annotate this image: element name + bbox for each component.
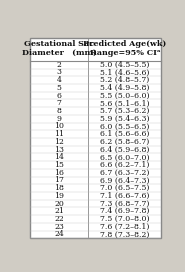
Text: 6.6 (6.2–7.1): 6.6 (6.2–7.1) xyxy=(100,161,150,169)
Text: 19: 19 xyxy=(54,192,64,200)
Text: 20: 20 xyxy=(54,200,64,208)
Text: 5.6 (5.1–6.1): 5.6 (5.1–6.1) xyxy=(100,99,150,107)
Text: 7.3 (6.8–7.7): 7.3 (6.8–7.7) xyxy=(100,200,150,208)
Text: 6.7 (6.3–7.2): 6.7 (6.3–7.2) xyxy=(100,169,150,177)
Text: 7.4 (6.9–7.8): 7.4 (6.9–7.8) xyxy=(100,207,150,215)
Text: 8: 8 xyxy=(57,107,61,115)
Text: 12: 12 xyxy=(54,138,64,146)
Text: 16: 16 xyxy=(54,169,64,177)
Text: 14: 14 xyxy=(54,153,64,161)
Text: 9: 9 xyxy=(56,115,61,123)
Text: 7.5 (7.0–8.0): 7.5 (7.0–8.0) xyxy=(100,215,150,223)
Text: 23: 23 xyxy=(54,223,64,231)
Text: 7.1 (6.6–7.6): 7.1 (6.6–7.6) xyxy=(100,192,150,200)
Text: 6.1 (5.6–6.6): 6.1 (5.6–6.6) xyxy=(100,130,150,138)
Text: 4: 4 xyxy=(57,76,61,84)
Text: 5.1 (4.6–5.6): 5.1 (4.6–5.6) xyxy=(100,69,150,76)
Text: 5.2 (4.8–5.7): 5.2 (4.8–5.7) xyxy=(100,76,149,84)
Text: 6.2 (5.8–6.7): 6.2 (5.8–6.7) xyxy=(100,138,149,146)
Text: 15: 15 xyxy=(54,161,64,169)
Text: 6.5 (6.0–7.0): 6.5 (6.0–7.0) xyxy=(100,153,150,161)
Text: 5.0 (4.5–5.5): 5.0 (4.5–5.5) xyxy=(100,61,150,69)
Text: 3: 3 xyxy=(56,69,61,76)
Text: 5.4 (4.9–5.8): 5.4 (4.9–5.8) xyxy=(100,84,150,92)
Text: 17: 17 xyxy=(54,177,64,184)
Text: 13: 13 xyxy=(54,146,64,154)
Text: 5.7 (5.3–6.2): 5.7 (5.3–6.2) xyxy=(100,107,150,115)
Text: 2: 2 xyxy=(57,61,61,69)
Text: Predicted Age(wk)
Range=95% CIᵃ: Predicted Age(wk) Range=95% CIᵃ xyxy=(83,40,166,57)
Text: 10: 10 xyxy=(54,122,64,131)
Text: 24: 24 xyxy=(54,230,64,239)
Text: 6.9 (6.4–7.3): 6.9 (6.4–7.3) xyxy=(100,177,150,184)
Text: Gestational Sac
Diameter   (mm): Gestational Sac Diameter (mm) xyxy=(21,40,96,57)
Text: 7.6 (7.2–8.1): 7.6 (7.2–8.1) xyxy=(100,223,150,231)
Text: 6: 6 xyxy=(57,92,61,100)
Text: 18: 18 xyxy=(54,184,64,192)
Text: 5.9 (5.4–6.3): 5.9 (5.4–6.3) xyxy=(100,115,150,123)
Text: 6.0 (5.5–6.5): 6.0 (5.5–6.5) xyxy=(100,122,150,131)
Text: 11: 11 xyxy=(54,130,64,138)
Text: 21: 21 xyxy=(54,207,64,215)
Text: 5.5 (5.0–6.0): 5.5 (5.0–6.0) xyxy=(100,92,150,100)
Text: 6.4 (5.9–6.8): 6.4 (5.9–6.8) xyxy=(100,146,150,154)
Text: 5: 5 xyxy=(57,84,61,92)
Text: 7: 7 xyxy=(57,99,61,107)
Text: 22: 22 xyxy=(54,215,64,223)
Text: 7.8 (7.3–8.2): 7.8 (7.3–8.2) xyxy=(100,230,150,239)
Text: 7.0 (6.5–7.5): 7.0 (6.5–7.5) xyxy=(100,184,150,192)
